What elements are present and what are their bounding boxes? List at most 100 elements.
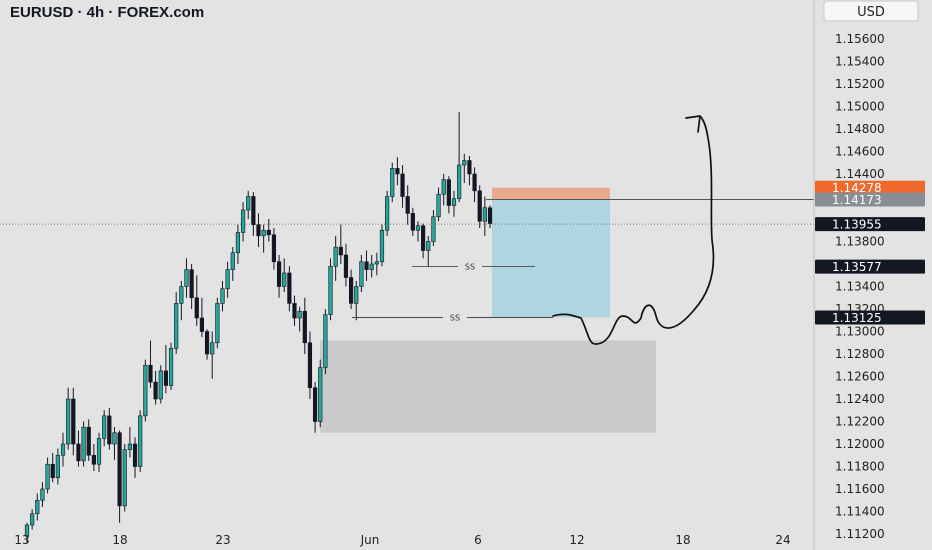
candle-body xyxy=(96,438,102,465)
price-tag-label: 1.14173 xyxy=(832,193,882,207)
candle-body xyxy=(66,398,71,445)
candle-body xyxy=(338,246,343,256)
time-tick-label: 12 xyxy=(569,533,584,547)
time-tick-label: 24 xyxy=(775,533,790,547)
candle-body xyxy=(76,443,81,462)
candle-body xyxy=(117,432,122,507)
time-tick-label: 18 xyxy=(112,533,127,547)
candle-body xyxy=(307,342,313,389)
candle-body xyxy=(482,207,487,222)
candle-body xyxy=(431,216,436,242)
candle-body xyxy=(138,415,143,467)
candle-body xyxy=(282,272,287,287)
chart-title: EURUSD · 4h · FOREX.com xyxy=(10,4,204,21)
candle-body xyxy=(436,193,441,218)
candle-body xyxy=(225,269,230,290)
price-tag-label: 1.13577 xyxy=(832,260,882,274)
candle-body xyxy=(163,370,169,386)
currency-button[interactable] xyxy=(823,0,919,22)
annotations-layer: SS SS xyxy=(352,115,715,345)
candle-body xyxy=(60,443,66,456)
price-tag-label: 1.13955 xyxy=(832,218,882,232)
candle-body xyxy=(81,426,86,462)
price-tick-label: 1.15600 xyxy=(835,32,885,46)
price-tick-label: 1.14600 xyxy=(835,145,885,159)
candle-body xyxy=(302,310,307,344)
currency-label: USD xyxy=(857,5,885,20)
price-tag-grey xyxy=(815,192,925,207)
price-tag-orange xyxy=(815,180,925,195)
candle-body xyxy=(487,207,493,224)
candle-body xyxy=(323,314,328,368)
price-tick-label: 1.15000 xyxy=(835,100,885,114)
candle-body xyxy=(251,196,256,225)
candle-body xyxy=(55,454,60,479)
candle-body xyxy=(477,190,482,222)
candle-body xyxy=(210,342,215,355)
candle-body xyxy=(462,160,467,166)
ss-liquidity-label: SS xyxy=(465,263,475,272)
price-tick-label: 1.15200 xyxy=(835,77,885,91)
price-axis-layer: 1.15600 1.15400 1.15200 1.15000 1.14800 1.146… xyxy=(813,0,925,550)
candle-body xyxy=(174,303,179,349)
candle-body xyxy=(153,381,158,400)
candle-body xyxy=(379,229,385,263)
price-tag-black xyxy=(815,217,925,232)
candle-body xyxy=(107,415,112,445)
candle-body xyxy=(405,196,410,214)
candle-body xyxy=(256,224,261,237)
price-tick-label: 1.12400 xyxy=(835,392,885,406)
candle-body xyxy=(318,367,323,422)
candle-body xyxy=(292,303,297,319)
price-tick-label: 1.12800 xyxy=(835,347,885,361)
candle-body xyxy=(40,488,45,501)
time-tick-label: 13 xyxy=(14,533,29,547)
price-tick-label: 1.11400 xyxy=(835,505,885,519)
price-tick-label: 1.15400 xyxy=(835,55,885,69)
candle-body xyxy=(287,272,292,304)
price-tag-label: 1.13125 xyxy=(832,311,882,325)
candle-body xyxy=(457,164,462,200)
candle-body xyxy=(132,443,138,467)
time-tick-label: 6 xyxy=(474,533,482,547)
candle-body xyxy=(189,269,194,299)
candle-body xyxy=(354,286,359,304)
candle-body xyxy=(240,209,246,233)
price-tag-black xyxy=(815,259,925,274)
time-axis-layer: 13 18 23 Jun 6 12 18 24 xyxy=(14,533,790,547)
candle-body xyxy=(102,415,107,439)
candle-body xyxy=(148,364,153,383)
price-tick-label: 1.11800 xyxy=(835,460,885,474)
candle-body xyxy=(333,246,338,267)
candle-body xyxy=(35,499,40,515)
candle-body xyxy=(184,269,189,287)
price-tick-label: 1.12200 xyxy=(835,415,885,429)
price-tick-label: 1.13000 xyxy=(835,325,885,339)
candle-body xyxy=(204,331,210,355)
candle-body xyxy=(426,241,431,251)
candle-body xyxy=(71,398,76,445)
candle-body xyxy=(348,277,354,304)
candle-body xyxy=(276,261,282,287)
candle-body xyxy=(86,426,91,456)
candle-body xyxy=(446,179,451,206)
price-tick-label: 1.13800 xyxy=(835,235,885,249)
price-tick-label: 1.12000 xyxy=(835,437,885,451)
candle-body xyxy=(472,173,477,192)
price-tag-black xyxy=(815,310,925,325)
candle-body xyxy=(230,252,235,270)
candle-body xyxy=(220,288,225,304)
candle-body xyxy=(199,317,205,332)
price-tag-label: 1.14278 xyxy=(832,181,882,195)
candle-body xyxy=(246,196,251,211)
candle-body xyxy=(215,303,220,344)
price-tick-label: 1.11600 xyxy=(835,482,885,496)
price-tick-label: 1.14400 xyxy=(835,167,885,181)
candle-body xyxy=(261,229,266,237)
candles-layer xyxy=(24,112,493,543)
demand-zone-box xyxy=(320,340,656,433)
candle-body xyxy=(143,364,148,417)
candle-body xyxy=(127,443,132,450)
